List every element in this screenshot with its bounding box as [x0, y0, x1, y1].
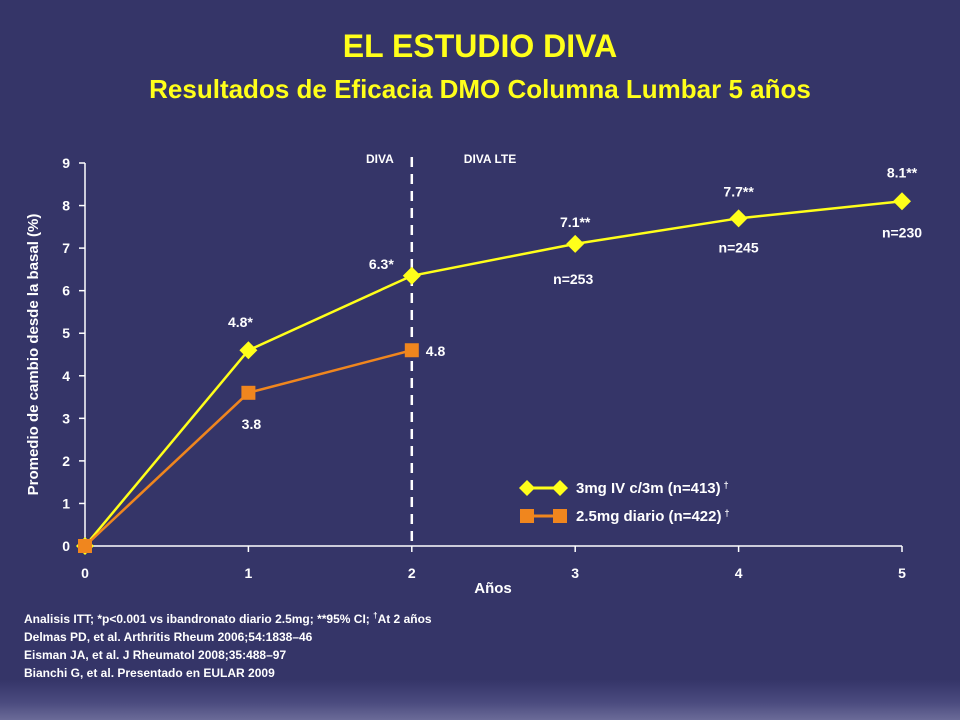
data-label-3mg-iv: 6.3* — [369, 256, 394, 272]
legend-2-5mg-diario-marker-a — [520, 509, 534, 523]
data-point-2-5mg-diario — [404, 343, 419, 358]
footnote-1-dagger: † — [373, 611, 378, 620]
y-tick-label: 9 — [62, 155, 70, 171]
footnote-1-end: At 2 años — [377, 612, 432, 626]
data-point-3mg-iv — [893, 192, 911, 211]
series-line-3mg-iv — [84, 200, 903, 547]
legend-2-5mg-diario-label: 2.5mg diario (n=422) † — [576, 508, 729, 525]
data-label-3mg-iv: 4.8* — [228, 314, 253, 330]
x-tick-label: 0 — [81, 565, 89, 581]
y-tick-label: 8 — [62, 198, 70, 214]
y-tick-label: 7 — [62, 240, 70, 256]
series-line-2-5mg-diario — [84, 349, 413, 547]
footnotes: Analisis ITT; *p<0.001 vs ibandronato di… — [24, 607, 432, 682]
slide-title: EL ESTUDIO DIVA — [342, 28, 618, 64]
x-tick-label: 1 — [245, 565, 253, 581]
y-tick-label: 2 — [62, 453, 70, 469]
y-tick-label: 0 — [62, 538, 70, 554]
data-label-3mg-iv: 8.1** — [887, 164, 918, 180]
footnote-1-text: Analisis ITT; *p<0.001 vs ibandronato di… — [24, 612, 374, 626]
n-label: n=230 — [882, 224, 922, 240]
x-tick-label: 2 — [408, 565, 416, 581]
footnote-3: Eisman JA, et al. J Rheumatol 2008;35:48… — [24, 648, 287, 662]
data-point-3mg-iv — [402, 266, 421, 285]
y-tick-label: 6 — [62, 283, 70, 299]
data-label-3mg-iv: 7.1** — [560, 214, 591, 230]
divider-label-diva-lte: DIVA LTE — [464, 152, 516, 166]
data-point-3mg-iv — [566, 234, 585, 253]
footnote-2: Delmas PD, et al. Arthritis Rheum 2006;5… — [24, 630, 313, 644]
bottom-gradient-band — [0, 680, 960, 720]
divider-label-diva: DIVA — [366, 152, 394, 166]
legend-3mg-iv-marker-b — [552, 480, 568, 496]
data-point-3mg-iv — [729, 209, 748, 228]
data-point-3mg-iv — [239, 341, 258, 360]
slide-subtitle: Resultados de Eficacia DMO Columna Lumba… — [149, 74, 811, 104]
legend-3mg-iv-marker-a — [519, 480, 535, 496]
x-tick-label: 4 — [735, 565, 743, 581]
y-tick-label: 5 — [62, 325, 70, 341]
y-axis-title: Promedio de cambio desde la basal (%) — [25, 214, 42, 496]
footnote-1: Analisis ITT; *p<0.001 vs ibandronato di… — [24, 607, 432, 628]
y-tick-label: 1 — [62, 495, 70, 511]
data-point-2-5mg-diario — [241, 385, 256, 400]
x-tick-label: 5 — [898, 565, 906, 581]
n-label: n=245 — [719, 239, 759, 255]
footnote-4: Bianchi G, et al. Presentado en EULAR 20… — [24, 666, 275, 680]
n-label: n=253 — [553, 271, 593, 287]
y-tick-label: 3 — [62, 410, 70, 426]
data-label-2-5mg-diario: 4.8 — [426, 343, 446, 359]
y-tick-label: 4 — [62, 368, 70, 384]
legend-2-5mg-diario-marker-b — [553, 509, 567, 523]
data-label-2-5mg-diario: 3.8 — [242, 416, 262, 432]
data-point-2-5mg-diario — [78, 539, 92, 553]
x-tick-label: 3 — [571, 565, 579, 581]
legend-3mg-iv-label: 3mg IV c/3m (n=413) † — [576, 480, 729, 497]
data-label-3mg-iv: 7.7** — [723, 183, 754, 199]
x-axis-title: Años — [474, 580, 512, 597]
